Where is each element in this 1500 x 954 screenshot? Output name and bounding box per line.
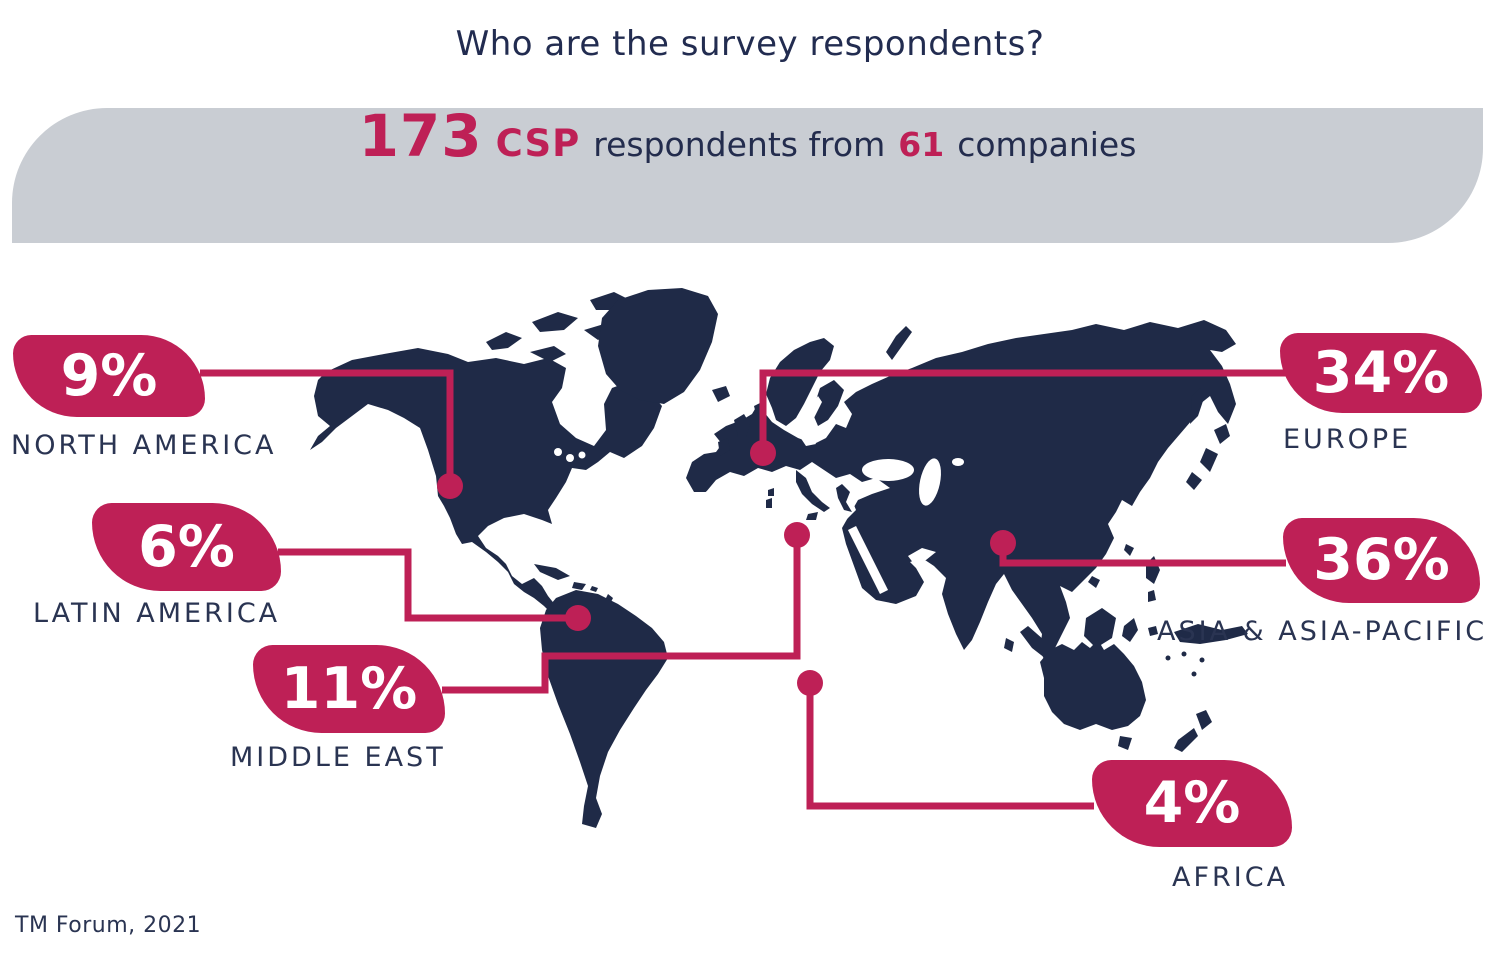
summary-banner-text: 173 CSP respondents from 61 companies bbox=[359, 102, 1137, 170]
page-title: Who are the survey respondents? bbox=[455, 24, 1045, 64]
marker-dot-north-america bbox=[437, 473, 463, 499]
connector-north-america bbox=[200, 369, 454, 486]
region-label-europe: EUROPE bbox=[1283, 424, 1412, 455]
banner-suffix-text: companies bbox=[957, 125, 1137, 164]
connector-latin-america bbox=[278, 548, 576, 622]
marker-dot-latin-america bbox=[565, 605, 591, 631]
region-value-asia: 36% bbox=[1313, 527, 1450, 593]
companies-count: 61 bbox=[898, 125, 945, 164]
region-badge-europe: 34% bbox=[1280, 333, 1482, 413]
marker-dot-middle-east bbox=[784, 522, 810, 548]
region-badge-africa: 4% bbox=[1092, 760, 1292, 847]
region-value-latin-america: 6% bbox=[138, 513, 235, 580]
region-badge-middle-east: 11% bbox=[253, 645, 445, 733]
region-value-middle-east: 11% bbox=[280, 655, 418, 722]
map-marker-dots bbox=[437, 440, 1016, 696]
region-badge-latin-america: 6% bbox=[92, 503, 281, 591]
respondents-count: 173 bbox=[358, 102, 483, 170]
callout-connectors bbox=[200, 369, 1286, 810]
connector-middle-east bbox=[442, 535, 801, 694]
mediterranean-peninsulas bbox=[766, 470, 852, 520]
continents bbox=[310, 288, 1248, 828]
region-badge-north-america: 9% bbox=[13, 335, 205, 417]
region-label-middle-east: MIDDLE EAST bbox=[230, 742, 446, 773]
marker-dot-africa bbox=[797, 670, 823, 696]
connector-europe bbox=[759, 369, 1286, 453]
region-value-africa: 4% bbox=[1143, 770, 1241, 836]
csp-label: CSP bbox=[495, 122, 581, 165]
banner-middle-text: respondents from bbox=[593, 125, 886, 164]
marker-dot-asia bbox=[990, 530, 1016, 556]
seas-overlay bbox=[554, 396, 964, 595]
region-value-europe: 34% bbox=[1312, 339, 1450, 406]
region-badge-asia: 36% bbox=[1283, 518, 1480, 603]
region-value-north-america: 9% bbox=[60, 342, 158, 409]
region-label-africa: AFRICA bbox=[1172, 862, 1289, 893]
source-note: TM Forum, 2021 bbox=[15, 913, 202, 938]
marker-dot-europe bbox=[750, 440, 776, 466]
region-label-north-america: NORTH AMERICA bbox=[11, 430, 277, 461]
summary-banner: 173 CSP respondents from 61 companies bbox=[12, 102, 1483, 243]
region-label-asia: ASIA & ASIA-PACIFIC bbox=[1157, 616, 1488, 647]
region-label-latin-america: LATIN AMERICA bbox=[33, 598, 281, 629]
connector-africa bbox=[806, 683, 1094, 810]
